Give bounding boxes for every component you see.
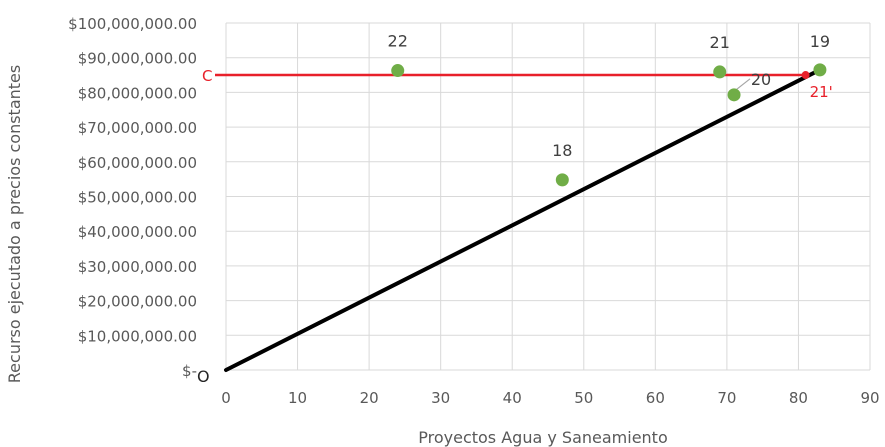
x-tick-label: 20 xyxy=(360,389,379,407)
x-tick-label: 40 xyxy=(503,389,522,407)
point-labels: C O 22 18 21 20 19 21' xyxy=(197,32,833,386)
reference-lines xyxy=(215,67,822,372)
data-point-21 xyxy=(713,65,727,79)
point-label-20: 20 xyxy=(751,70,771,89)
data-point-18 xyxy=(555,173,569,187)
y-tick-label: $10,000,000.00 xyxy=(78,327,197,345)
diagonal-line xyxy=(224,67,822,372)
y-tick-label: $20,000,000.00 xyxy=(78,293,197,311)
x-tick-label: 60 xyxy=(646,389,665,407)
data-points xyxy=(391,63,827,187)
y-tick-label: $60,000,000.00 xyxy=(78,154,197,172)
x-tick-label: 30 xyxy=(431,389,450,407)
origin-label: O xyxy=(197,367,210,386)
data-point-22 xyxy=(391,64,405,78)
projected-point-label: 21' xyxy=(810,83,833,101)
point-label-22: 22 xyxy=(388,32,408,51)
x-tick-label: 70 xyxy=(717,389,736,407)
y-tick-label: $40,000,000.00 xyxy=(78,223,197,241)
x-tick-label: 90 xyxy=(860,389,879,407)
x-axis-title: Proyectos Agua y Saneamiento xyxy=(418,428,668,447)
y-axis-ticks: $- $10,000,000.00 $20,000,000.00 $30,000,00… xyxy=(68,15,197,380)
x-tick-label: 80 xyxy=(789,389,808,407)
gridlines xyxy=(225,22,871,371)
data-point-19 xyxy=(813,63,827,77)
x-tick-label: 0 xyxy=(221,389,231,407)
leader-line-20 xyxy=(735,78,751,91)
level-line-label: C xyxy=(202,67,212,85)
y-tick-label: $- xyxy=(182,362,197,380)
y-tick-label: $30,000,000.00 xyxy=(78,258,197,276)
point-label-21: 21 xyxy=(710,33,730,52)
point-label-19: 19 xyxy=(810,32,830,51)
y-tick-label: $50,000,000.00 xyxy=(78,189,197,207)
y-tick-label: $80,000,000.00 xyxy=(78,84,197,102)
x-tick-label: 50 xyxy=(574,389,593,407)
y-tick-label: $70,000,000.00 xyxy=(78,119,197,137)
y-tick-label: $100,000,000.00 xyxy=(68,15,197,33)
y-axis-title: Recurso ejecutado a precios constantes xyxy=(5,65,24,383)
point-label-18: 18 xyxy=(552,141,572,160)
y-tick-label: $90,000,000.00 xyxy=(78,50,197,68)
projected-point xyxy=(801,71,810,80)
data-point-20 xyxy=(727,88,741,102)
x-axis-ticks: 0 10 20 30 40 50 60 70 80 90 xyxy=(221,389,879,407)
x-tick-label: 10 xyxy=(288,389,307,407)
